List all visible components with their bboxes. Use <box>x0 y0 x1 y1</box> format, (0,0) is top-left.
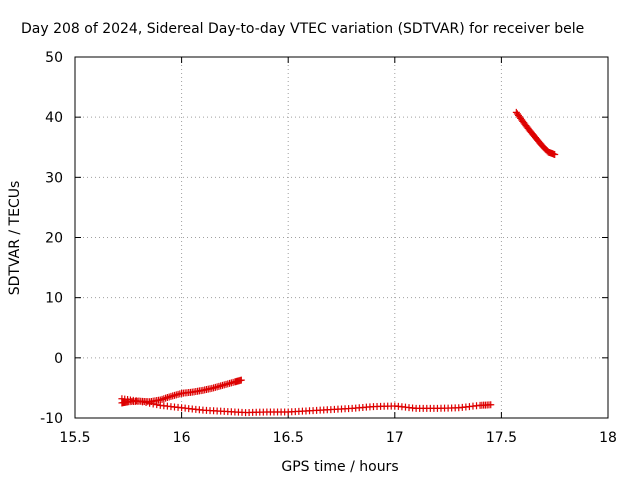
y-axis-label: SDTVAR / TECUs <box>7 181 23 296</box>
y-tick-label: 50 <box>45 50 63 66</box>
y-tick-label: 40 <box>45 110 63 126</box>
y-tick-label: 30 <box>45 170 63 186</box>
data-point <box>165 393 173 401</box>
x-tick-label: 16.5 <box>273 430 304 446</box>
data-point <box>142 399 150 407</box>
x-tick-label: 17 <box>386 430 404 446</box>
y-tick-label: 10 <box>45 291 63 307</box>
plot-frame <box>74 56 609 419</box>
x-axis-label: GPS time / hours <box>281 459 398 475</box>
axis-ticks: 15.5 16 16.5 17 17.5 18 -10 0 10 20 30 40 50 <box>40 50 617 446</box>
data-point <box>162 394 170 402</box>
chart-title: Day 208 of 2024, Sidereal Day-to-day VTE… <box>21 21 584 37</box>
data-points <box>118 108 559 417</box>
series-arc-flat <box>118 395 495 417</box>
data-point <box>237 376 245 384</box>
y-tick-label: 0 <box>54 351 63 367</box>
data-point <box>146 399 154 407</box>
data-point <box>139 398 147 406</box>
y-tick-label: -10 <box>40 411 63 427</box>
data-point <box>153 401 161 409</box>
series-arc-rising <box>118 376 245 407</box>
x-tick-label: 16 <box>173 430 191 446</box>
series-arc-high <box>512 108 559 158</box>
data-point <box>158 395 166 403</box>
x-tick-label: 18 <box>599 430 617 446</box>
data-point <box>487 401 495 409</box>
data-point <box>551 150 559 158</box>
y-tick-label: 20 <box>45 231 63 247</box>
x-tick-label: 15.5 <box>59 430 90 446</box>
x-tick-label: 17.5 <box>486 430 517 446</box>
grid <box>75 57 608 418</box>
data-point <box>149 400 157 408</box>
data-point <box>160 395 168 403</box>
data-point <box>135 397 143 405</box>
data-point <box>163 394 171 402</box>
